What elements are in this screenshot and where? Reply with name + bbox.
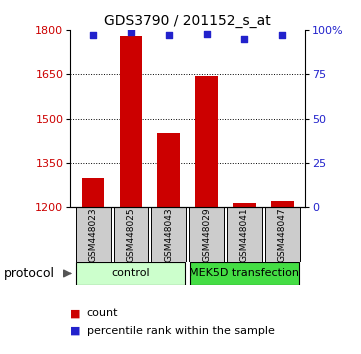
Point <box>242 36 247 42</box>
Bar <box>227 207 262 262</box>
Text: GSM448025: GSM448025 <box>126 207 135 262</box>
Bar <box>76 207 110 262</box>
Text: ■: ■ <box>70 308 81 318</box>
Text: GSM448023: GSM448023 <box>88 207 97 262</box>
Bar <box>82 178 104 207</box>
Text: percentile rank within the sample: percentile rank within the sample <box>87 326 274 336</box>
Bar <box>233 202 256 207</box>
Bar <box>271 201 294 207</box>
Point <box>279 33 285 38</box>
Text: GSM448029: GSM448029 <box>202 207 211 262</box>
Bar <box>190 262 299 285</box>
Text: ■: ■ <box>70 326 81 336</box>
Point <box>204 31 209 36</box>
Text: MEK5D transfection: MEK5D transfection <box>190 268 300 279</box>
Bar <box>157 133 180 207</box>
Text: count: count <box>87 308 118 318</box>
Bar <box>114 207 148 262</box>
Text: GSM448041: GSM448041 <box>240 207 249 262</box>
Point <box>166 33 172 38</box>
Bar <box>119 36 142 207</box>
Text: protocol: protocol <box>4 267 55 280</box>
Bar <box>195 76 218 207</box>
Point <box>128 29 134 35</box>
Bar <box>265 207 300 262</box>
Title: GDS3790 / 201152_s_at: GDS3790 / 201152_s_at <box>104 14 271 28</box>
Text: GSM448047: GSM448047 <box>278 207 287 262</box>
Text: GSM448043: GSM448043 <box>164 207 173 262</box>
Point <box>90 33 96 38</box>
Bar <box>189 207 224 262</box>
Text: control: control <box>112 268 150 279</box>
Bar <box>77 262 186 285</box>
Bar <box>151 207 186 262</box>
